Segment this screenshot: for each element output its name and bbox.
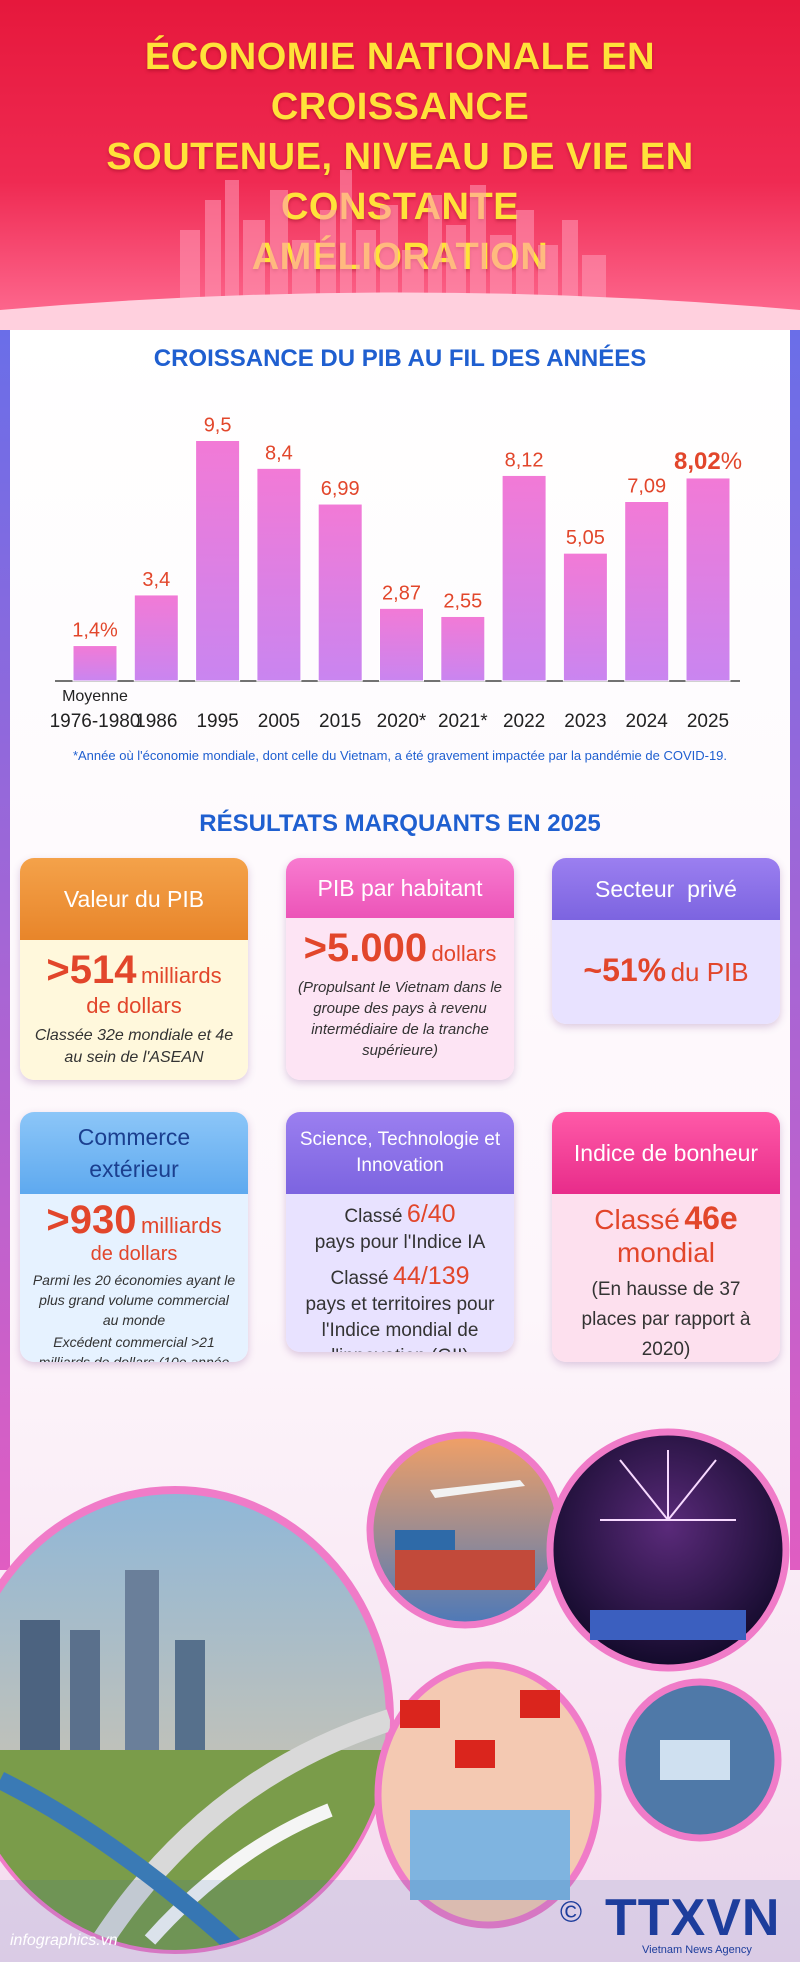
card-happiness: Indice de bonheur Classé 46e mondial (En… — [552, 1112, 780, 1362]
science-rank1-desc: pays pour l'Indice IA — [314, 1232, 486, 1253]
fireworks-photo — [546, 1428, 790, 1672]
tick-label-10-0: 2025 — [687, 711, 729, 732]
data-label-4: 6,99 — [321, 478, 360, 500]
private-sector-value: ~51% — [583, 952, 667, 988]
tick-label-5-0: 2020* — [377, 711, 427, 732]
bar-2005 — [256, 467, 302, 682]
card-private-sector-title: Secteur privé — [552, 858, 780, 920]
technology-photo — [618, 1678, 782, 1842]
data-label-6: 2,55 — [443, 590, 482, 612]
card-gdp-value-title: Valeur du PIB — [20, 858, 248, 940]
card-gdp-per-capita: PIB par habitant >5.000 dollars (Propuls… — [286, 858, 514, 1080]
happiness-rank-suffix: mondial — [616, 1237, 716, 1268]
tick-label-3-0: 2005 — [258, 711, 300, 732]
header-banner: ÉCONOMIE NATIONALE EN CROISSANCE SOUTENU… — [0, 0, 800, 330]
data-label-0: 1,4% — [72, 620, 118, 642]
tick-label-9-0: 2024 — [626, 711, 669, 732]
gdp-per-capita-number: 5.000 — [326, 926, 428, 970]
gdp-value-prefix: > — [46, 948, 70, 992]
data-label-8: 5,05 — [566, 527, 605, 549]
students-flags-photo — [374, 1661, 602, 1929]
card-gdp-value: Valeur du PIB >514 milliards de dollars … — [20, 858, 248, 1080]
gdp-growth-chart: 1,4% Moyenne 1976-1980 3,4 1986 9,5 1995 8,4 200… — [50, 414, 742, 732]
chart-footnote: *Année où l'économie mondiale, dont cell… — [72, 748, 728, 763]
data-label-1: 3,4 — [142, 569, 170, 591]
card-foreign-trade-title: Commerce extérieur — [20, 1112, 248, 1194]
card-private-sector: Secteur privé ~51% du PIB — [552, 858, 780, 1024]
happiness-note: (En hausse de 37 places par rapport à 20… — [581, 1279, 751, 1360]
bar-moyenne-1976-1980 — [72, 645, 118, 682]
bar-2025 — [685, 477, 731, 682]
gdp-per-capita-unit: dollars — [431, 941, 497, 966]
bar-1995 — [195, 439, 241, 682]
ttxvn-logo: TTXVN — [605, 1889, 781, 1947]
data-label-7: 8,12 — [505, 449, 544, 471]
tick-label-4-0: 2015 — [319, 711, 361, 732]
trade-logistics-photo — [366, 1431, 564, 1629]
card-science-title: Science, Technologie et Innovation — [286, 1112, 514, 1194]
growth-section-title: CROISSANCE DU PIB AU FIL DES ANNÉES — [153, 345, 647, 372]
gdp-value-number: 514 — [69, 948, 137, 992]
bar-2015 — [317, 503, 363, 682]
tick-label-0-0: Moyenne — [62, 688, 128, 705]
bar-2023 — [562, 552, 608, 682]
foreign-trade-unit: milliards — [140, 1213, 222, 1238]
title-line-1: ÉCONOMIE NATIONALE EN CROISSANCE — [144, 36, 656, 128]
gdp-value-unit: milliards — [140, 963, 222, 988]
science-rank2-desc: pays et territoires pour l'Indice mondia… — [305, 1294, 495, 1352]
card-foreign-trade: Commerce extérieur >930 milliards de dol… — [20, 1112, 248, 1362]
bar-2021- — [440, 615, 486, 682]
happiness-rank-value: 46e — [684, 1200, 738, 1236]
card-gdp-per-capita-title: PIB par habitant — [286, 858, 514, 918]
copyright-icon: © — [560, 1896, 583, 1929]
card-happiness-title: Indice de bonheur — [552, 1112, 780, 1194]
data-label-2: 9,5 — [204, 414, 232, 436]
gdp-value-note: Classée 32e mondiale et 4e au sein de l'… — [34, 1027, 234, 1066]
bar-2020- — [379, 607, 424, 682]
happiness-rank-prefix: Classé — [594, 1204, 680, 1235]
bar-2024 — [624, 501, 670, 682]
gdp-per-capita-prefix: > — [303, 926, 327, 970]
tick-label-2-0: 1995 — [196, 711, 238, 732]
left-frame-line — [0, 330, 10, 1570]
card-science: Science, Technologie et Innovation Class… — [286, 1112, 514, 1352]
right-frame-line — [790, 330, 800, 1570]
tick-label-1-0: 1986 — [135, 711, 177, 732]
data-label-9: 7,09 — [627, 476, 666, 498]
foreign-trade-number: 930 — [69, 1198, 137, 1242]
source-credit: infographics.vn — [10, 1932, 118, 1949]
tick-label-6-0: 2021* — [438, 711, 488, 732]
ttxvn-logo-subtitle: Vietnam News Agency — [642, 1944, 752, 1956]
science-rank1-value: 6/40 — [406, 1200, 456, 1228]
data-label-5: 2,87 — [382, 582, 421, 604]
foreign-trade-prefix: > — [46, 1198, 70, 1242]
tick-label-7-0: 2022 — [503, 711, 545, 732]
photo-collage — [0, 1428, 800, 1962]
tick-label-0-1: 1976-1980 — [50, 711, 141, 732]
science-rank2-prefix: Classé — [330, 1268, 389, 1289]
gdp-per-capita-note: (Propulsant le Vietnam dans le groupe de… — [297, 979, 502, 1059]
results-section-title: RÉSULTATS MARQUANTS EN 2025 — [199, 810, 601, 837]
foreign-trade-note: Parmi les 20 économies ayant le plus gra… — [32, 1272, 236, 1328]
city-skyline-illustration — [0, 170, 800, 330]
data-label-10: 8,02% — [674, 448, 742, 475]
science-rank1-prefix: Classé — [344, 1206, 403, 1227]
gdp-value-unit2: de dollars — [86, 993, 182, 1018]
foreign-trade-note2: Excédent commercial >21 milliards de dol… — [38, 1334, 230, 1362]
science-rank2-value: 44/139 — [393, 1262, 470, 1290]
bar-1986 — [133, 594, 179, 682]
bar-2022 — [501, 474, 547, 682]
private-sector-unit: du PIB — [670, 957, 749, 987]
tick-label-8-0: 2023 — [564, 711, 606, 732]
data-label-3: 8,4 — [265, 442, 293, 464]
foreign-trade-unit2: de dollars — [90, 1243, 178, 1265]
